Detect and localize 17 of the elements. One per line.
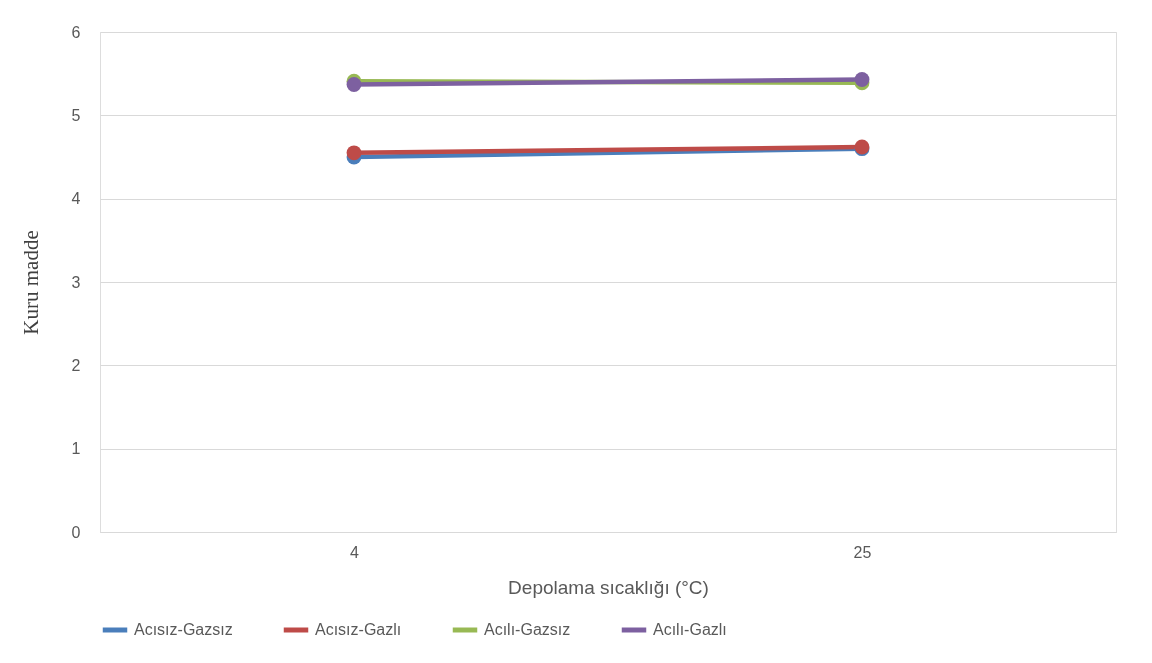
legend-label: Acılı-Gazsız [484,621,571,638]
point [854,72,870,87]
y-tick-label: 0 [71,523,81,541]
point [346,145,362,161]
y-tick-label: 4 [71,190,81,208]
x-tick-label: 25 [853,543,872,561]
legend-label: Acısız-Gazsız [134,621,233,638]
y-tick-label: 6 [71,23,81,41]
y-tick-label: 3 [71,273,81,291]
legend-label: Acılı-Gazlı [653,621,727,638]
y-tick-label: 5 [71,106,81,124]
point [346,77,362,92]
legend-label: Acısız-Gazlı [315,621,402,638]
x-axis-title: Depolama sıcaklığı (°C) [508,576,709,598]
y-axis-title: Kuru madde [18,230,43,335]
y-tick-label: 1 [71,440,81,458]
y-tick-label: 2 [71,356,81,374]
